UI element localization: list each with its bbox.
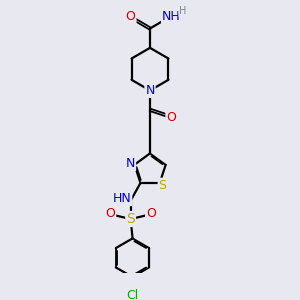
Text: O: O (126, 11, 136, 23)
Text: O: O (167, 111, 176, 124)
Text: Cl: Cl (127, 289, 139, 300)
Text: HN: HN (112, 192, 131, 205)
Text: O: O (146, 207, 156, 220)
Text: H: H (179, 6, 187, 16)
Text: NH: NH (162, 11, 181, 23)
Text: N: N (145, 84, 155, 97)
Text: O: O (105, 207, 115, 220)
Text: S: S (126, 212, 135, 226)
Text: N: N (126, 157, 135, 170)
Text: S: S (159, 178, 167, 192)
